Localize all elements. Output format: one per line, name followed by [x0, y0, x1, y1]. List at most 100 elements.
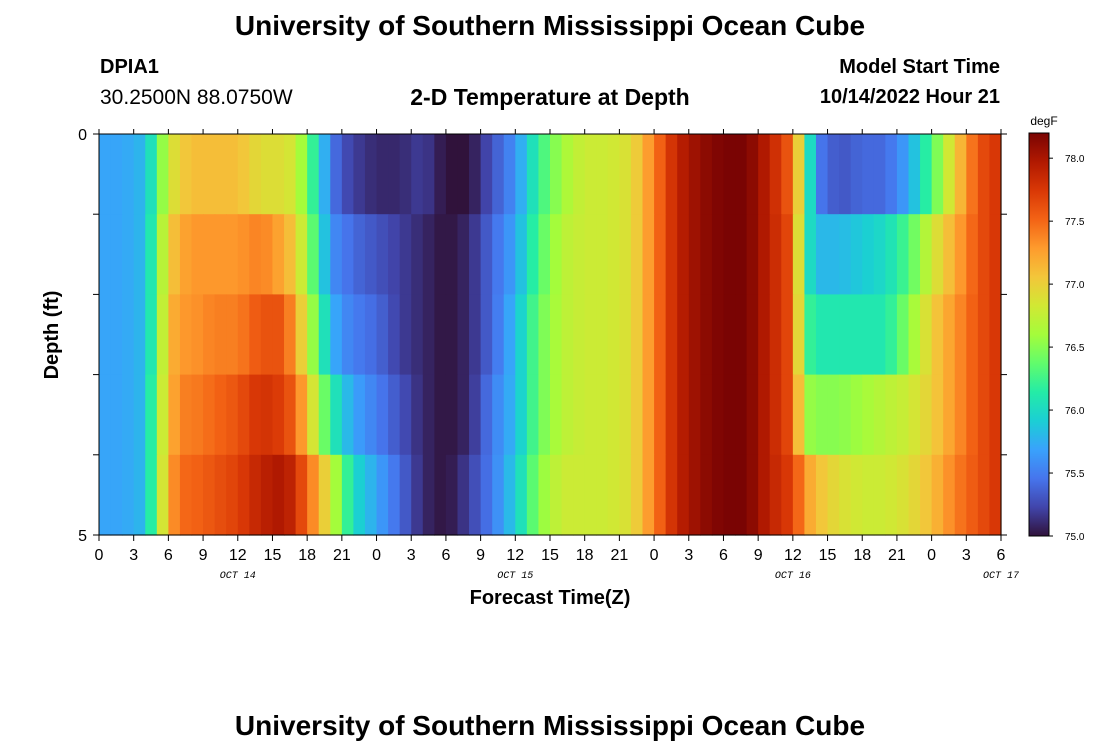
heatmap-cell	[388, 454, 401, 536]
heatmap-cell	[399, 454, 412, 536]
x-tick-label: 3	[407, 547, 416, 564]
heatmap-cell	[191, 214, 204, 295]
heatmap-cell	[735, 374, 748, 456]
heatmap-cell	[584, 214, 597, 295]
heatmap-cell	[526, 374, 540, 456]
heatmap-cell	[550, 454, 563, 536]
x-tick-label: 15	[819, 547, 837, 564]
heatmap-cell	[746, 374, 759, 456]
heatmap-cell	[839, 214, 852, 295]
heatmap-cell	[503, 214, 516, 295]
heatmap-cell	[526, 294, 540, 376]
heatmap-cell	[873, 294, 886, 376]
x-tick-label: 0	[95, 547, 104, 564]
heatmap-cell	[295, 374, 308, 456]
heatmap-cell	[688, 374, 701, 456]
heatmap-cell	[503, 374, 516, 456]
heatmap-cell	[862, 214, 875, 295]
heatmap-cell	[908, 294, 921, 376]
heatmap-cell	[434, 454, 447, 536]
heatmap-cell	[203, 374, 216, 456]
heatmap-cell	[989, 454, 1002, 536]
heatmap-cell	[226, 374, 239, 456]
heatmap-cell	[538, 134, 551, 215]
y-tick-label: 0	[78, 127, 87, 144]
x-tick-label: 21	[888, 547, 906, 564]
heatmap-cell	[538, 214, 551, 295]
x-tick-label: 9	[199, 547, 208, 564]
heatmap-cell	[827, 134, 840, 215]
heatmap-cell	[203, 134, 216, 215]
heatmap-cell	[353, 374, 366, 456]
heatmap-cell	[619, 454, 632, 536]
heatmap-cell	[896, 374, 910, 456]
colorbar-tick-label: 77.0	[1065, 280, 1085, 291]
heatmap-cell	[99, 374, 112, 456]
heatmap-cell	[966, 294, 979, 376]
heatmap-cell	[792, 214, 806, 295]
heatmap-cell	[110, 134, 123, 215]
heatmap-cell	[654, 214, 667, 295]
heatmap-cell	[781, 134, 794, 215]
heatmap-cell	[977, 214, 991, 295]
x-tick-label: 3	[962, 547, 971, 564]
heatmap-cell	[307, 454, 320, 536]
heatmap-cell	[619, 214, 632, 295]
model-start-label: Model Start Time	[839, 56, 1000, 78]
x-tick-label: 21	[610, 547, 628, 564]
heatmap-cell	[191, 374, 204, 456]
heatmap-cell	[422, 454, 435, 536]
colorbar-tick-label: 75.5	[1065, 469, 1085, 480]
heatmap-cell	[145, 214, 158, 295]
colorbar-tick-label: 77.5	[1065, 217, 1085, 228]
heatmap-cell	[746, 454, 759, 536]
heatmap-cell	[341, 294, 355, 376]
heatmap-cell	[827, 374, 840, 456]
heatmap-cell	[364, 374, 378, 456]
heatmap-cell	[422, 374, 435, 456]
heatmap-cell	[839, 134, 852, 215]
heatmap-cell	[758, 374, 771, 456]
heatmap-cell	[920, 214, 933, 295]
heatmap-cell	[388, 294, 401, 376]
heatmap-cell	[422, 134, 435, 215]
heatmap-cell	[723, 454, 736, 536]
heatmap-cell	[561, 214, 574, 295]
heatmap-cell	[989, 134, 1002, 215]
heatmap-cell	[781, 214, 794, 295]
heatmap-cell	[214, 454, 227, 536]
heatmap-cell	[850, 454, 863, 536]
heatmap-cell	[249, 214, 262, 295]
heatmap-cell	[237, 454, 250, 536]
heatmap-cell	[480, 134, 493, 215]
heatmap-cell	[133, 214, 146, 295]
x-axis: 0 3 6 9 12 15 18 21 0 3 6 9 12 15 18 21 0 3 6 9 12 15 18 21 0 3 6 O…	[95, 129, 1019, 582]
heatmap-cell	[376, 454, 389, 536]
date-label: OCT 14	[220, 571, 256, 582]
y-tick-label: 5	[78, 528, 87, 545]
heatmap-cell	[469, 374, 482, 456]
heatmap-cell	[515, 454, 528, 536]
heatmap-cell	[723, 374, 736, 456]
y-axis-title: Depth (ft)	[41, 291, 63, 380]
x-tick-label: 18	[298, 547, 316, 564]
heatmap-cell	[584, 294, 597, 376]
heatmap-cell	[746, 134, 759, 215]
heatmap-cell	[596, 454, 609, 536]
heatmap-cell	[584, 134, 597, 215]
heatmap-cell	[781, 374, 794, 456]
heatmap-cell	[260, 374, 274, 456]
heatmap-cell	[908, 374, 921, 456]
heatmap-cell	[677, 294, 690, 376]
heatmap-cell	[873, 454, 886, 536]
heatmap-cell	[642, 374, 655, 456]
heatmap-cell	[191, 294, 204, 376]
station-id: DPIA1	[100, 56, 159, 78]
heatmap-cell	[804, 214, 817, 295]
heatmap-cell	[665, 134, 678, 215]
heatmap-cell	[688, 454, 701, 536]
heatmap-cell	[260, 134, 274, 215]
heatmap-cell	[307, 374, 320, 456]
heatmap-cell	[700, 374, 713, 456]
heatmap-cell	[700, 454, 713, 536]
